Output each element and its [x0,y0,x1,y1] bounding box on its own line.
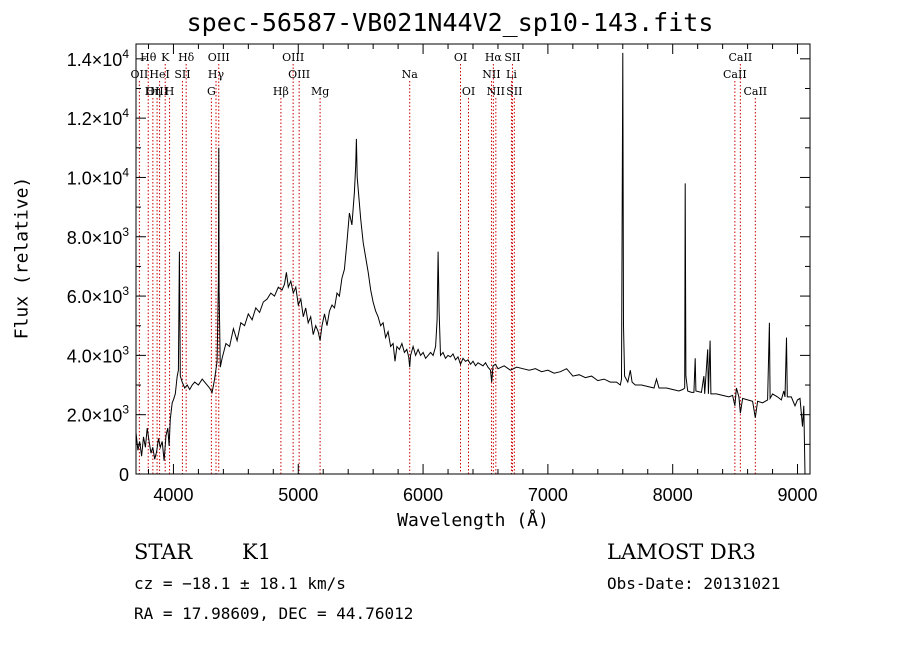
line-marker-label: OI [462,85,475,98]
y-axis-ticks: 0 2.0×103 4.0×103 6.0×103 8.0×103 1.0×104 1.2×… [67,47,810,485]
y-tick-label: 2.0×103 [67,403,130,426]
line-marker-label: Li [506,68,517,81]
line-marker-label: Na [402,68,419,81]
line-marker-label: Mg [311,85,329,98]
y-tick-label: 4.0×103 [67,343,130,366]
x-tick-label: 8000 [653,485,693,505]
line-marker-label: NII [482,68,500,81]
y-tick-label: 1.2×104 [67,106,130,129]
y-tick-label: 1.0×104 [67,165,130,188]
line-marker-label: SII [174,68,190,81]
y-tick-label: 1.4×104 [67,47,130,70]
x-tick-label: 5000 [278,485,318,505]
line-marker-label: CaII [723,68,747,81]
y-tick-label: 6.0×103 [67,284,130,307]
x-axis-label: Wavelength (Å) [397,510,549,531]
line-marker-label: CaII [743,85,767,98]
line-marker-label: Hα [485,51,503,64]
x-axis-ticks: 4000 5000 6000 7000 8000 9000 [147,44,818,505]
line-markers [138,64,756,474]
obs-date: Obs-Date: 20131021 [607,574,781,593]
line-marker-label: K [161,51,170,64]
line-marker-label: Hδ [178,51,195,64]
coordinates: RA = 17.98609, DEC = 44.76012 [134,604,414,623]
y-axis-label: Flux (relative) [11,176,33,340]
line-marker-label: Hθ [140,51,157,64]
line-marker-label: OIII [288,68,310,81]
line-marker-label: OIII [282,51,304,64]
redshift-text: cz = −18.1 ± 18.1 km/s [134,574,346,593]
line-marker-label: H [165,85,175,98]
line-marker-label: SII [506,85,522,98]
survey-name: LAMOST DR3 [607,540,756,564]
spectrum-line [135,52,806,475]
y-tick-label: 8.0×103 [67,225,130,248]
object-class: STAR [134,540,193,564]
x-tick-label: 4000 [153,485,193,505]
line-marker-label: Hη [145,85,161,98]
x-tick-label: 9000 [777,485,817,505]
line-marker-label: G [207,85,216,98]
line-marker-label: Hβ [273,85,289,98]
x-tick-label: 7000 [528,485,568,505]
line-marker-label: OII [131,68,149,81]
line-marker-label: CaII [729,51,753,64]
line-marker-label: SII [504,51,520,64]
line-marker-label: OIII [208,51,230,64]
y-tick-label: 0 [119,465,129,485]
line-marker-label: NII [487,85,505,98]
line-marker-label: Hγ [208,68,225,81]
line-marker-label: OI [454,51,467,64]
chart-title: spec-56587-VB021N44V2_sp10-143.fits [186,8,714,37]
object-subclass: K1 [242,540,272,564]
x-tick-label: 6000 [403,485,443,505]
line-marker-label: OIII [146,85,168,98]
line-marker-label: HeI [149,68,169,81]
plot-frame [135,43,811,475]
